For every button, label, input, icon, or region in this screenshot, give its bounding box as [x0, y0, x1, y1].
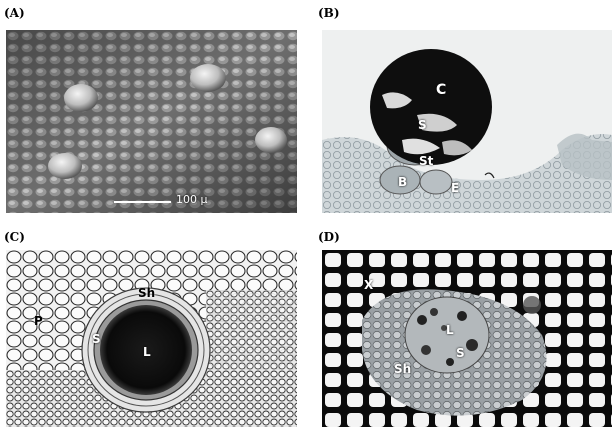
- cuticle-cap: [370, 49, 492, 165]
- panel-d-light-micrograph: X L S Sh: [322, 250, 612, 427]
- panel-c-light-micrograph: Sh P S L: [6, 250, 297, 427]
- label-l: L: [446, 323, 454, 337]
- panel-a-sem-micrograph: 100 μ: [6, 30, 297, 213]
- scale-bar-label: 100 μ: [176, 193, 208, 206]
- gland-3: [255, 127, 287, 153]
- panel-a-label: (A): [4, 6, 25, 20]
- label-l: L: [143, 345, 151, 359]
- label-p: P: [34, 314, 43, 328]
- panel-b-image: [322, 30, 612, 213]
- label-b: B: [398, 175, 408, 189]
- lumen: [100, 305, 192, 395]
- label-x: X: [364, 278, 374, 292]
- label-s: S: [456, 346, 465, 360]
- label-sh: Sh: [138, 286, 156, 300]
- gland-4: [48, 153, 82, 179]
- panel-c-label: (C): [4, 230, 25, 244]
- gland-1: [64, 84, 98, 112]
- label-c: C: [436, 82, 447, 98]
- panel-d-image: [322, 250, 612, 427]
- panel-c-image: [6, 250, 297, 427]
- label-s: S: [92, 332, 101, 346]
- label-s: S: [418, 118, 427, 132]
- label-st: St: [419, 154, 434, 168]
- panel-b-label: (B): [318, 6, 340, 20]
- gland-2: [190, 64, 226, 92]
- label-e: E: [451, 181, 460, 195]
- panel-b-light-micrograph: C S St B E: [322, 30, 612, 213]
- label-sh: Sh: [394, 362, 412, 376]
- panel-d-label: (D): [318, 230, 340, 244]
- panel-a-image: [6, 30, 297, 213]
